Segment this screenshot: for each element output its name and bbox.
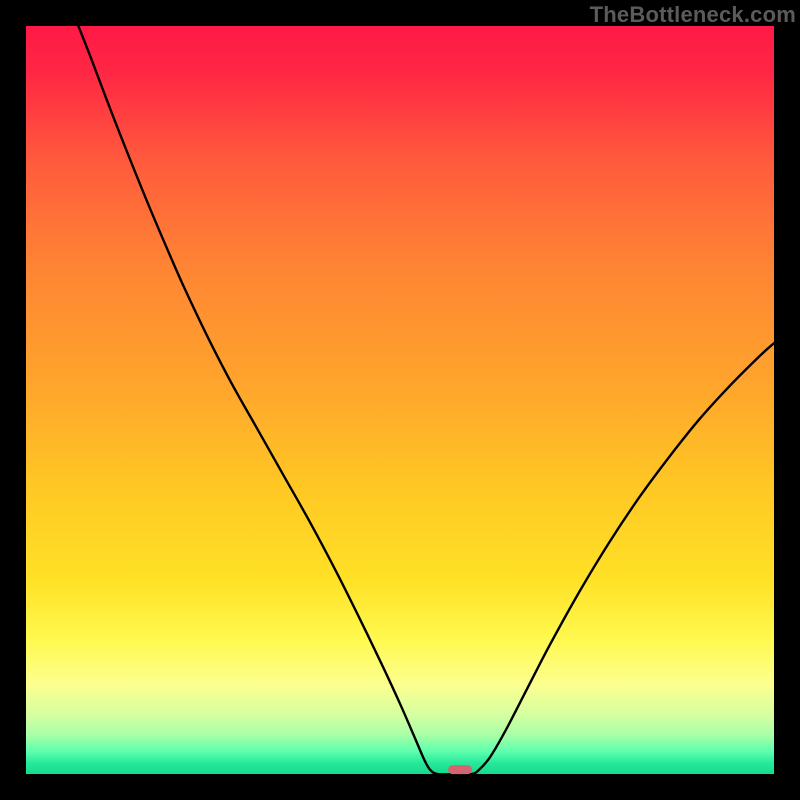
minimum-marker xyxy=(448,765,472,775)
chart-container: { "watermark": { "text": "TheBottleneck.… xyxy=(0,0,800,800)
bottleneck-curve xyxy=(26,26,774,774)
plot-area xyxy=(26,26,774,774)
watermark-text: TheBottleneck.com xyxy=(590,2,796,28)
